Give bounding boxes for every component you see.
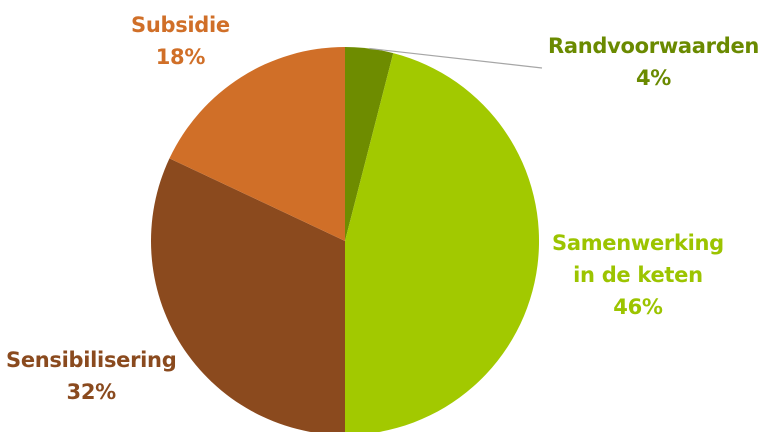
randvoorwaarden-leader-line bbox=[369, 47, 543, 69]
slice-label-samenwerking: Samenwerking in de keten 46% bbox=[552, 227, 724, 323]
slices-group bbox=[151, 47, 539, 432]
slice-label-randvoorwaarden: Randvoorwaarden 4% bbox=[548, 30, 759, 94]
pie-slice-sensibilisering bbox=[151, 158, 345, 432]
slice-label-name: Subsidie bbox=[131, 13, 230, 37]
slice-label-value: 32% bbox=[66, 380, 117, 404]
slice-label-sensibilisering: Sensibilisering 32% bbox=[6, 344, 177, 408]
pie-slice-samenwerking bbox=[345, 53, 539, 432]
slice-label-value: 4% bbox=[636, 66, 672, 90]
slice-label-value: 46% bbox=[613, 295, 663, 319]
pie-slice-subsidie bbox=[169, 47, 345, 241]
slice-label-name: Randvoorwaarden bbox=[548, 34, 760, 58]
slice-label-name: Sensibilisering bbox=[6, 348, 177, 372]
slice-label-value: 18% bbox=[155, 45, 206, 69]
slice-label-subsidie: Subsidie 18% bbox=[131, 9, 230, 73]
slice-label-name-line-1: Samenwerking bbox=[552, 231, 724, 255]
slice-label-name-line-2: in de keten bbox=[573, 263, 703, 287]
pie-slice-randvoorwaarden bbox=[345, 47, 394, 241]
